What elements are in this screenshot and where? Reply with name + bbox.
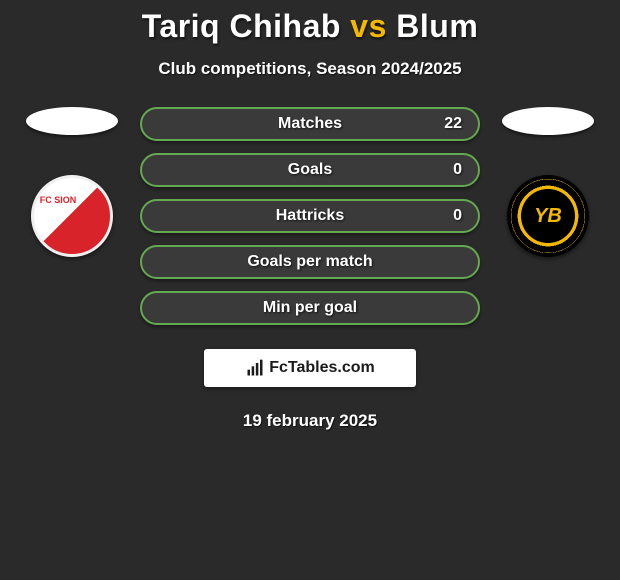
team-right-short: YB (534, 205, 562, 228)
right-side: YB (498, 107, 598, 257)
subtitle: Club competitions, Season 2024/2025 (0, 59, 620, 79)
date-text: 19 february 2025 (0, 411, 620, 431)
stat-row-goals: Goals 0 (140, 153, 480, 187)
stat-value: 0 (453, 207, 462, 225)
main-row: FC SION Matches 22 Goals 0 Hattricks 0 G… (0, 107, 620, 325)
comparison-card: Tariq Chihab vs Blum Club competitions, … (0, 0, 620, 431)
team-right-inner: YB (521, 189, 575, 243)
stat-label: Hattricks (142, 207, 478, 225)
left-ellipse (26, 107, 118, 135)
team-logo-right: YB (507, 175, 589, 257)
stat-row-hattricks: Hattricks 0 (140, 199, 480, 233)
stat-value: 22 (444, 115, 462, 133)
stat-value: 0 (453, 161, 462, 179)
brand-text: FcTables.com (269, 359, 375, 377)
stat-pills: Matches 22 Goals 0 Hattricks 0 Goals per… (140, 107, 480, 325)
stat-row-min-per-goal: Min per goal (140, 291, 480, 325)
left-side: FC SION (22, 107, 122, 257)
team-logo-left: FC SION (31, 175, 113, 257)
player1-name: Tariq Chihab (142, 8, 341, 44)
player2-name: Blum (396, 8, 478, 44)
stat-label: Goals (142, 161, 478, 179)
page-title: Tariq Chihab vs Blum (0, 8, 620, 45)
stat-row-goals-per-match: Goals per match (140, 245, 480, 279)
right-ellipse (502, 107, 594, 135)
stat-label: Matches (142, 115, 478, 133)
chart-icon (245, 358, 265, 378)
stat-label: Goals per match (142, 253, 478, 271)
stat-row-matches: Matches 22 (140, 107, 480, 141)
brand-badge: FcTables.com (204, 349, 416, 387)
vs-text: vs (350, 8, 387, 44)
stat-label: Min per goal (142, 299, 478, 317)
team-left-short: FC SION (40, 195, 77, 205)
